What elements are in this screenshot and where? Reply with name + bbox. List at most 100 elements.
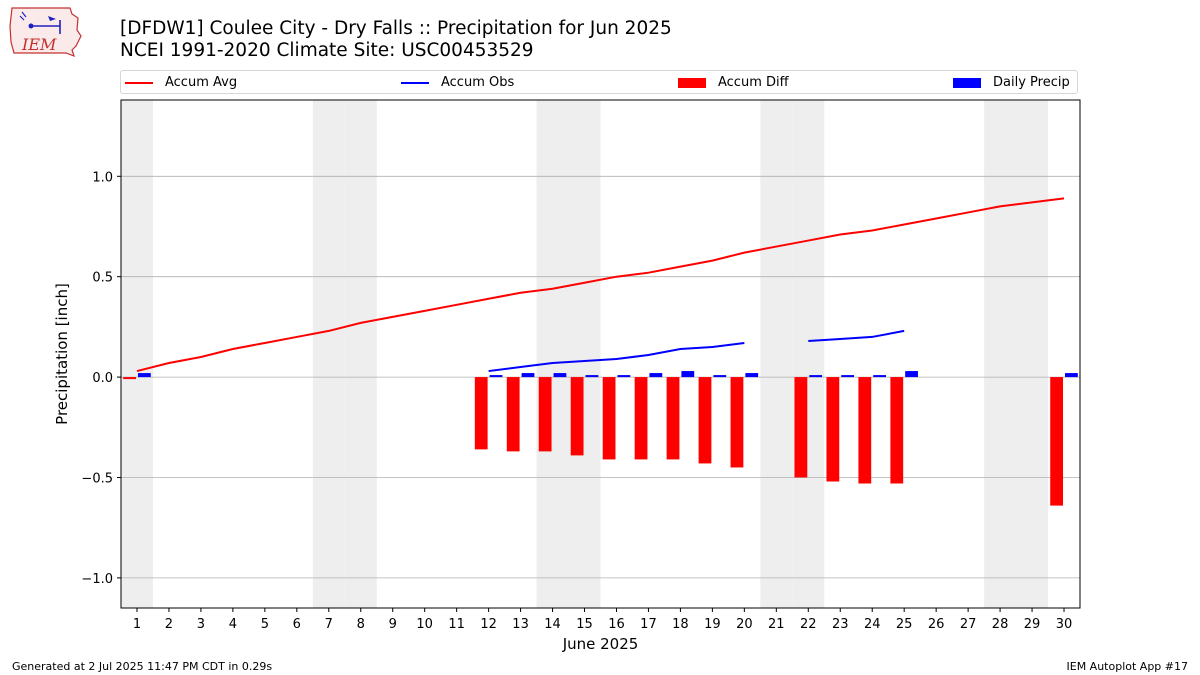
accum-diff-bar [123, 377, 136, 380]
daily-precip-bar [905, 371, 918, 378]
legend: Accum Avg Accum Obs Accum Diff Daily Pre… [120, 70, 1078, 94]
weekend-shade [121, 100, 153, 608]
weekend-shade [568, 100, 601, 608]
accum-diff-bar [1050, 377, 1064, 506]
x-tick-label: 21 [768, 617, 785, 632]
x-tick-label: 2 [165, 617, 173, 632]
accum-diff-bar [570, 377, 584, 456]
x-tick-label: 15 [576, 617, 593, 632]
x-tick-label: 22 [800, 617, 817, 632]
legend-accum-avg-swatch [125, 81, 153, 84]
daily-precip-bar [553, 373, 567, 378]
x-tick-label: 10 [416, 617, 433, 632]
x-tick-label: 9 [389, 617, 397, 632]
daily-precip-bar [617, 375, 631, 378]
x-tick-label: 28 [992, 617, 1009, 632]
y-tick-label: 0.5 [92, 271, 113, 286]
x-axis-label: June 2025 [562, 635, 639, 653]
x-tick-label: 4 [229, 617, 237, 632]
weekend-shade [760, 100, 793, 608]
footer-generated: Generated at 2 Jul 2025 11:47 PM CDT in … [12, 660, 273, 673]
accum-avg-line [136, 197, 1065, 373]
legend-daily-precip: Daily Precip [953, 74, 1070, 92]
accum-diff-bar [634, 377, 648, 460]
y-tick-label: −1.0 [81, 572, 113, 587]
logo-text: IEM [21, 35, 57, 54]
weekend-shade [984, 100, 1017, 608]
daily-precip-bar [713, 375, 727, 378]
accum-obs-line [808, 329, 905, 342]
daily-precip-bar [585, 375, 599, 378]
legend-accum-diff-label: Accum Diff [718, 75, 789, 90]
x-tick-label: 1 [133, 617, 141, 632]
x-tick-label: 19 [704, 617, 721, 632]
x-tick-label: 29 [1024, 617, 1041, 632]
weekend-shade [344, 100, 377, 608]
x-tick-label: 14 [544, 617, 561, 632]
daily-precip-bar [841, 375, 855, 378]
x-tick-label: 5 [261, 617, 269, 632]
x-tick-label: 11 [448, 617, 465, 632]
daily-precip-bar [809, 375, 823, 378]
legend-accum-obs-label: Accum Obs [441, 75, 515, 90]
accum-diff-bar [794, 377, 808, 478]
x-tick-label: 12 [480, 617, 497, 632]
daily-precip-bar [137, 373, 151, 378]
weekend-shade [792, 100, 825, 608]
accum-diff-bar [826, 377, 840, 482]
daily-precip-bar [649, 373, 663, 378]
x-tick-label: 13 [512, 617, 529, 632]
plot-frame [120, 99, 1081, 609]
accum-diff-bar [538, 377, 552, 452]
x-tick-label: 16 [608, 617, 625, 632]
weekend-shade [536, 100, 569, 608]
y-tick-label: 1.0 [92, 170, 113, 185]
x-tick-label: 8 [357, 617, 365, 632]
x-tick-label: 30 [1056, 617, 1073, 632]
x-tick-label: 27 [960, 617, 977, 632]
accum-diff-bar [506, 377, 520, 452]
chart-subtitle: NCEI 1991-2020 Climate Site: USC00453529 [120, 40, 534, 61]
legend-accum-diff: Accum Diff [678, 74, 789, 92]
legend-accum-diff-swatch [678, 77, 706, 88]
daily-precip-bar [873, 375, 887, 378]
legend-daily-precip-swatch [953, 77, 981, 88]
accum-diff-bar [858, 377, 872, 484]
accum-diff-bar [602, 377, 616, 460]
accum-obs-line [488, 341, 745, 373]
x-tick-label: 3 [197, 617, 205, 632]
x-tick-label: 25 [896, 617, 913, 632]
legend-accum-avg: Accum Avg [125, 74, 237, 92]
x-tick-label: 23 [832, 617, 849, 632]
x-tick-label: 6 [293, 617, 301, 632]
legend-daily-precip-label: Daily Precip [993, 75, 1070, 90]
daily-precip-bar [745, 373, 759, 378]
accum-diff-bar [890, 377, 904, 484]
chart-title: [DFDW1] Coulee City - Dry Falls :: Preci… [120, 18, 672, 39]
x-tick-label: 26 [928, 617, 945, 632]
accum-diff-bar [474, 377, 488, 450]
accum-diff-bar [698, 377, 712, 464]
y-axis-label: Precipitation [inch] [53, 283, 71, 425]
iem-logo: IEM [8, 6, 82, 62]
x-tick-label: 18 [672, 617, 689, 632]
daily-precip-bar [681, 371, 695, 378]
accum-diff-bar [666, 377, 680, 460]
y-tick-label: 0.0 [92, 371, 113, 386]
y-tick-label: −0.5 [81, 471, 113, 486]
x-tick-label: 20 [736, 617, 753, 632]
daily-precip-bar [489, 375, 503, 378]
legend-accum-obs-swatch [401, 81, 429, 84]
footer-app: IEM Autoplot App #17 [1066, 660, 1189, 673]
x-tick-label: 24 [864, 617, 881, 632]
daily-precip-bar [1065, 373, 1078, 378]
x-tick-label: 7 [325, 617, 333, 632]
daily-precip-bar [521, 373, 535, 378]
x-tick-label: 17 [640, 617, 657, 632]
accum-diff-bar [730, 377, 744, 468]
legend-accum-obs: Accum Obs [401, 74, 514, 92]
weekend-shade [1016, 100, 1049, 608]
legend-accum-avg-label: Accum Avg [165, 75, 238, 90]
weekend-shade [312, 100, 345, 608]
